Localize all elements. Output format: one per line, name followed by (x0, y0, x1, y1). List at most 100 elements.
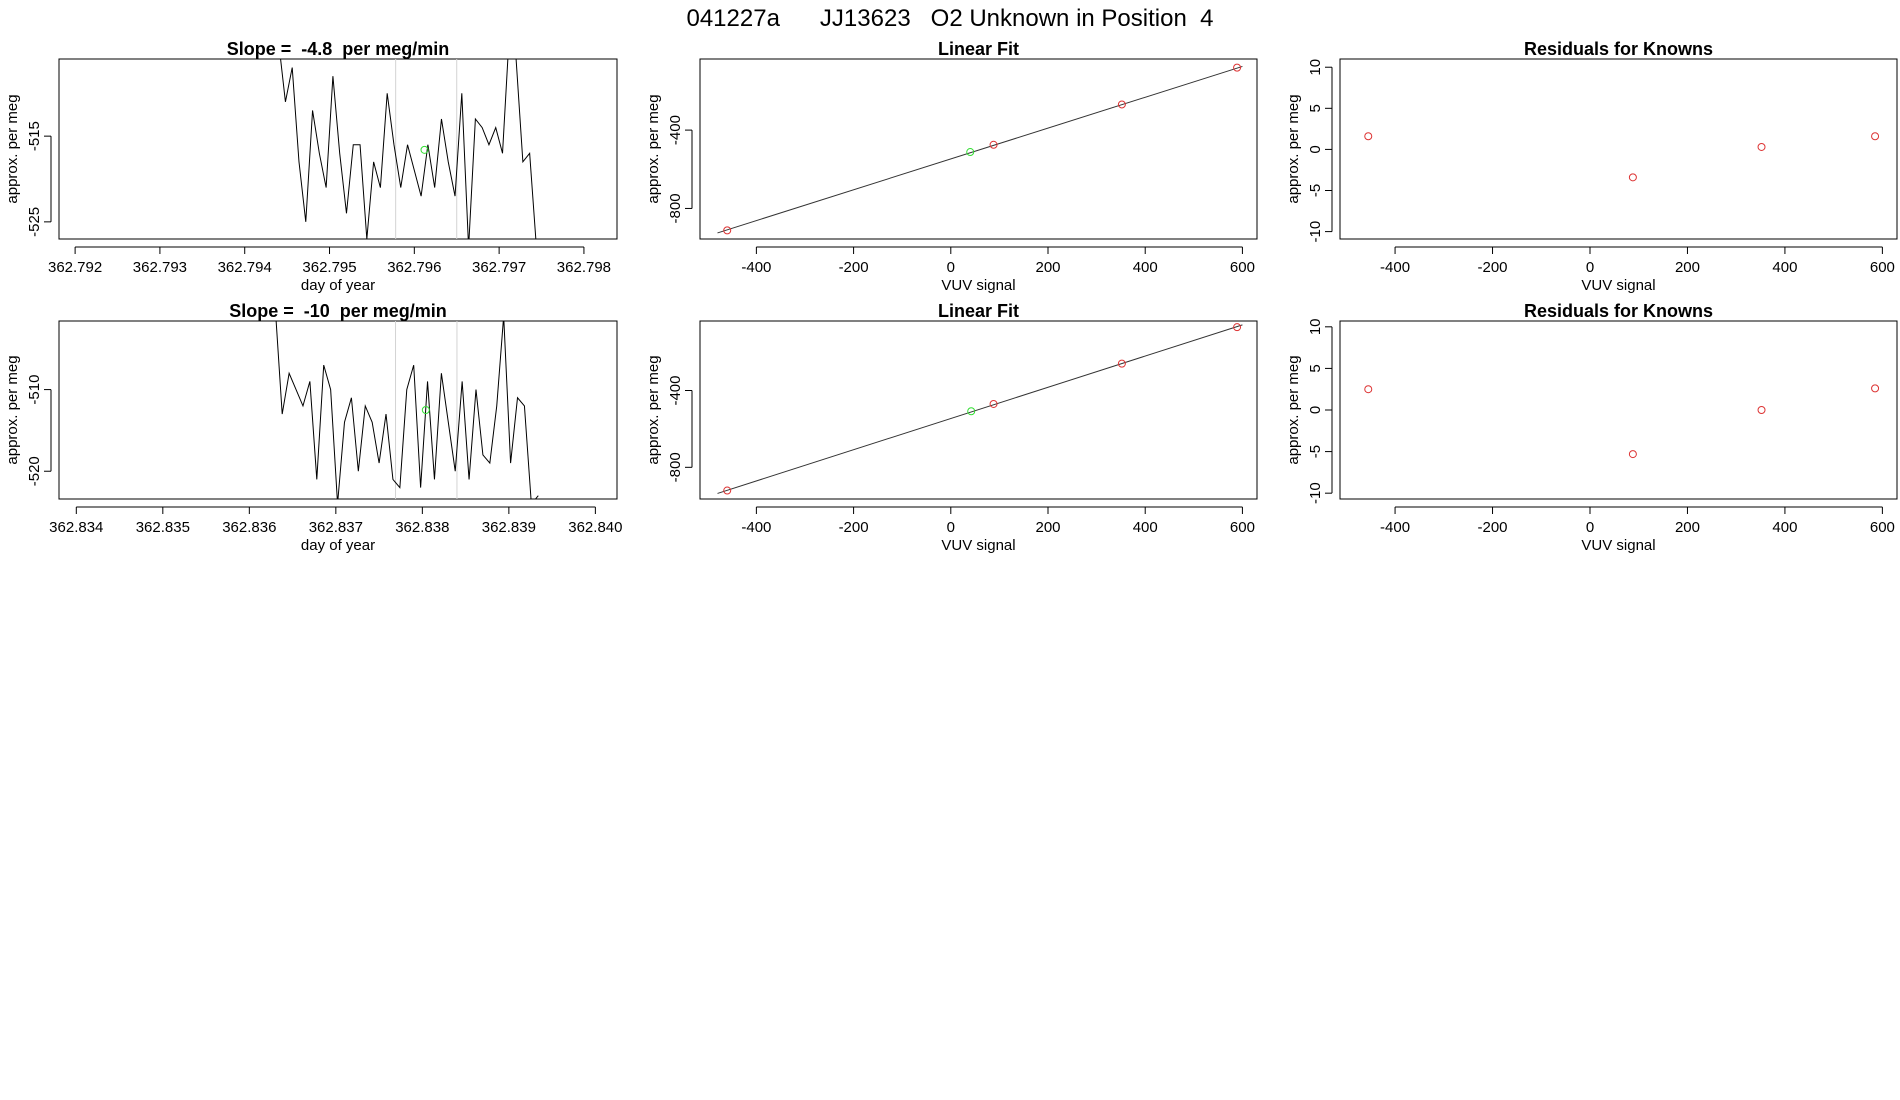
plot-frame (1339, 58, 1898, 240)
y-tick-label: -525 (26, 207, 43, 237)
data-point (723, 486, 732, 495)
fit-line (717, 65, 1243, 234)
plot-area (1364, 132, 1880, 182)
plot-frame (58, 320, 618, 500)
y-tick-label: -400 (667, 375, 684, 405)
x-tick-label: -200 (839, 259, 869, 276)
plot-area (717, 63, 1243, 235)
panel: Slope = -4.8 per meg/min 362.792 362.793 36… (4, 39, 618, 294)
y-tick-label: 10 (1307, 59, 1324, 76)
y-tick-label: -520 (26, 456, 43, 486)
y-tick-label: -400 (667, 115, 684, 145)
y-axis-label: approx. per meg (4, 355, 21, 464)
x-tick-label: 0 (1586, 519, 1594, 536)
plot-area (717, 323, 1243, 495)
data-point (989, 399, 998, 408)
x-tick-label: 200 (1675, 259, 1700, 276)
x-tick-label: 400 (1133, 259, 1158, 276)
panel-title: Linear Fit (938, 301, 1019, 321)
x-tick-label: 0 (1586, 259, 1594, 276)
x-tick-label: 362.840 (568, 519, 622, 536)
x-axis-label: day of year (301, 537, 375, 554)
data-point (1871, 384, 1880, 393)
plot-frame (58, 58, 618, 240)
page-title: 041227a JJ13623 O2 Unknown in Position 4 (686, 5, 1213, 32)
data-point (1364, 132, 1373, 141)
y-tick-label: -5 (1307, 184, 1324, 197)
y-tick-label: 5 (1307, 104, 1324, 112)
x-tick-label: -400 (1380, 519, 1410, 536)
panel: Slope = -10 per meg/min 362.834 362.835 362… (4, 301, 622, 554)
y-axis-label: approx. per meg (645, 355, 662, 464)
x-tick-label: 362.837 (309, 519, 363, 536)
data-point (1628, 173, 1637, 182)
x-tick-label: 362.836 (222, 519, 276, 536)
y-tick-label: 10 (1307, 318, 1324, 335)
y-tick-label: -800 (667, 193, 684, 223)
x-tick-label: 400 (1772, 519, 1797, 536)
data-point (1628, 450, 1637, 459)
panel-title: Residuals for Knowns (1524, 301, 1713, 321)
fit-line (717, 324, 1243, 494)
unknown-point (420, 145, 429, 154)
panel: Linear Fit -400 -200 0 200 400 600 VUV signal -8… (645, 39, 1258, 294)
y-axis-label: approx. per meg (1285, 355, 1302, 464)
panel-title: Residuals for Knowns (1524, 39, 1713, 59)
data-point (1364, 385, 1373, 394)
x-axis-label: VUV signal (1581, 277, 1655, 294)
x-axis-label: VUV signal (941, 277, 1015, 294)
x-tick-label: 362.839 (482, 519, 536, 536)
y-tick-label: 5 (1307, 364, 1324, 372)
y-tick-label: 0 (1307, 145, 1324, 153)
plot-area (1364, 384, 1880, 459)
data-point (723, 226, 732, 235)
y-axis-label: approx. per meg (1285, 94, 1302, 203)
unknown-point (421, 406, 430, 414)
plot-area (275, 321, 539, 499)
x-tick-label: -400 (1380, 259, 1410, 276)
y-tick-label: -515 (26, 121, 43, 151)
x-tick-label: 600 (1870, 259, 1895, 276)
x-axis-label: day of year (301, 277, 375, 294)
x-tick-label: 0 (947, 519, 955, 536)
x-tick-label: 400 (1772, 259, 1797, 276)
plot-frame (1339, 320, 1898, 500)
data-point (1233, 63, 1242, 72)
data-point (1757, 142, 1766, 151)
x-tick-label: 362.838 (395, 519, 449, 536)
x-axis-label: VUV signal (941, 537, 1015, 554)
data-point (1871, 132, 1880, 141)
data-point (1233, 323, 1242, 332)
plot-frame (699, 320, 1258, 500)
y-tick-label: -800 (667, 452, 684, 482)
series-line (280, 59, 537, 239)
x-tick-label: 200 (1035, 259, 1060, 276)
x-tick-label: 600 (1230, 259, 1255, 276)
x-tick-label: -200 (1478, 259, 1508, 276)
y-tick-label: -10 (1307, 221, 1324, 243)
unknown-point (966, 148, 975, 157)
data-point (1117, 100, 1126, 109)
panel-title: Slope = -10 per meg/min (229, 301, 447, 321)
x-tick-label: -200 (1478, 519, 1508, 536)
x-tick-label: 362.835 (136, 519, 190, 536)
y-tick-label: -5 (1307, 445, 1324, 458)
y-tick-label: 0 (1307, 406, 1324, 414)
x-tick-label: 362.795 (302, 259, 356, 276)
panel-title: Slope = -4.8 per meg/min (227, 39, 450, 59)
panel: Linear Fit -400 -200 0 200 400 600 VUV signal -8… (645, 301, 1258, 554)
panel: Residuals for Knowns -400 -200 0 200 400 600 VU… (1285, 301, 1898, 554)
plot-area (280, 59, 537, 239)
x-tick-label: 362.793 (133, 259, 187, 276)
data-point (989, 140, 998, 149)
x-tick-label: 362.792 (48, 259, 102, 276)
x-tick-label: -200 (839, 519, 869, 536)
x-tick-label: 362.834 (49, 519, 103, 536)
x-axis-label: VUV signal (1581, 537, 1655, 554)
series-line (275, 321, 539, 499)
y-tick-label: -510 (26, 375, 43, 405)
y-tick-label: -10 (1307, 482, 1324, 504)
panel-title: Linear Fit (938, 39, 1019, 59)
panel: Residuals for Knowns -400 -200 0 200 400 600 VU… (1285, 39, 1898, 294)
